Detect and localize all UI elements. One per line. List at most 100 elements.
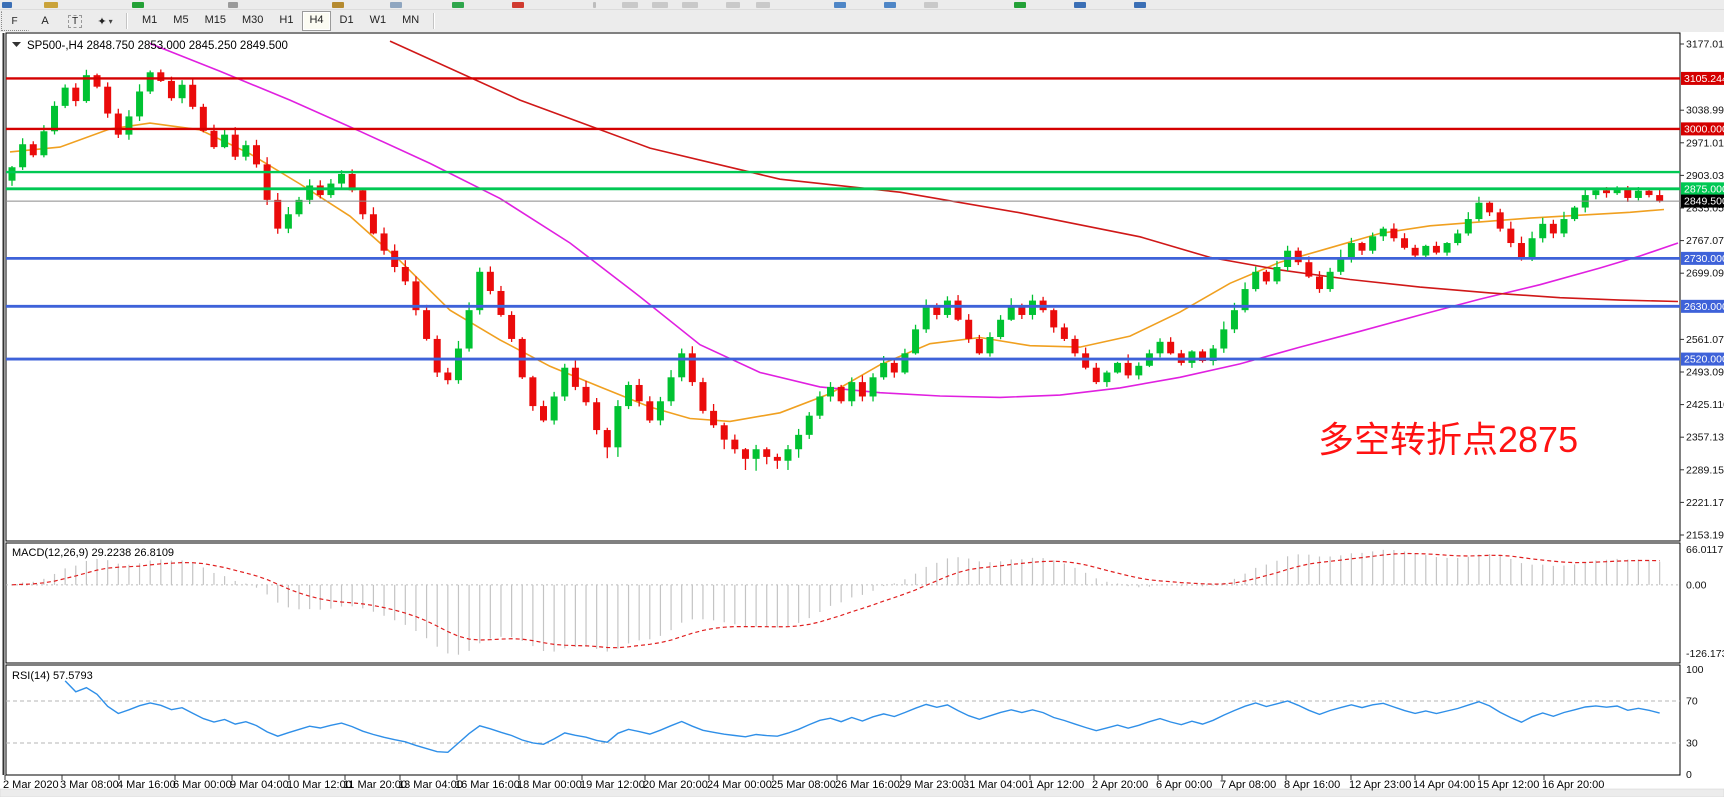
candle-body (284, 214, 292, 229)
clipped-toolbar-icon (132, 2, 144, 8)
timeframe-button-w1[interactable]: W1 (369, 14, 387, 26)
text-tool-button[interactable]: A (41, 15, 49, 27)
time-axis-label[interactable]: 26 Mar 16:00 (835, 779, 900, 791)
candle-body (1443, 243, 1451, 253)
time-axis-label[interactable]: 25 Mar 08:00 (771, 779, 836, 791)
candle-body (1592, 190, 1600, 196)
time-axis-label[interactable]: 18 Mar 00:00 (517, 779, 582, 791)
arrow-tools-button[interactable]: ✦ ▾ (91, 11, 119, 31)
time-axis-label[interactable]: 7 Apr 08:00 (1220, 779, 1276, 791)
candle-body (773, 456, 781, 461)
candle-body (1422, 245, 1430, 256)
candle-body (986, 337, 994, 354)
hline-price-label: 2630.000 (1684, 301, 1724, 313)
clipped-toolbar-icon (622, 2, 638, 8)
candle-body (1411, 247, 1419, 256)
candle-body (1209, 348, 1217, 362)
timeframe-button-m15[interactable]: M15 (204, 14, 226, 26)
time-axis-label[interactable]: 16 Apr 20:00 (1542, 779, 1604, 791)
candle-body (720, 425, 728, 440)
candle-body (444, 372, 452, 381)
time-axis-label[interactable]: 19 Mar 12:00 (580, 779, 645, 791)
price-tick-label: 2971.010 (1686, 137, 1724, 149)
rsi-axis-label: 100 (1686, 664, 1704, 676)
candle-body (869, 377, 877, 397)
time-axis-label[interactable]: 16 Mar 16:00 (455, 779, 520, 791)
candle-body (975, 338, 983, 354)
candle-body (1401, 238, 1409, 248)
timeframe-button-m1[interactable]: M1 (142, 14, 158, 26)
candle-body (571, 367, 579, 387)
clipped-toolbar-icon (1134, 2, 1146, 8)
candle-body (954, 300, 962, 320)
text-label-tool-button[interactable]: T (61, 11, 89, 31)
time-axis-label[interactable]: 6 Apr 00:00 (1156, 779, 1212, 791)
clipped-toolbar-icon (2, 2, 12, 8)
fibonacci-tool-button[interactable]: F (1, 11, 29, 31)
candle-body (1560, 219, 1568, 234)
candle-body (1454, 233, 1462, 244)
candle-body (965, 319, 973, 339)
candle-body (858, 382, 866, 397)
candle-body (1305, 262, 1313, 277)
time-axis-label[interactable]: 8 Apr 16:00 (1284, 779, 1340, 791)
chart-collapse-icon[interactable] (12, 42, 21, 47)
time-axis-label[interactable]: 2 Mar 2020 (3, 779, 59, 791)
arrows-icon: ✦ (97, 15, 107, 28)
candle-body (29, 144, 37, 156)
time-axis-label[interactable]: 14 Apr 04:00 (1413, 779, 1475, 791)
candle-body (593, 402, 601, 431)
candle-body (231, 134, 239, 157)
candle-body (827, 386, 835, 397)
annotation-text[interactable]: 多空转折点2875 (1318, 419, 1578, 460)
time-axis-label[interactable]: 1 Apr 12:00 (1028, 779, 1084, 791)
timeframe-button-m5[interactable]: M5 (173, 14, 189, 26)
candle-body (306, 185, 314, 200)
hline-price-label-bg (1681, 122, 1724, 136)
candle-body (263, 164, 271, 200)
candle-body (114, 113, 122, 135)
timeframe-button-h1[interactable]: H1 (279, 14, 294, 26)
chart-title[interactable]: SP500-,H4 2848.750 2853.000 2845.250 284… (27, 40, 288, 52)
candle-body (901, 353, 909, 373)
hline-price-label-bg (1681, 251, 1724, 265)
candle-body (1135, 365, 1143, 376)
time-axis-label[interactable]: 31 Mar 04:00 (963, 779, 1028, 791)
time-axis-label[interactable]: 13 Mar 04:00 (398, 779, 463, 791)
time-axis-label[interactable]: 24 Mar 00:00 (707, 779, 772, 791)
candle-body (1432, 245, 1440, 253)
candle-body (1517, 243, 1525, 258)
candle-body (614, 406, 622, 448)
time-axis-label[interactable]: 4 Mar 16:00 (117, 779, 176, 791)
time-axis-label[interactable]: 15 Apr 12:00 (1477, 779, 1539, 791)
time-axis-label[interactable]: 3 Mar 08:00 (60, 779, 119, 791)
clipped-toolbar-icon (1074, 2, 1086, 8)
hline-price-label-bg (1681, 182, 1724, 196)
candle-body (40, 131, 48, 156)
candle-body (1549, 223, 1557, 234)
candle-body (508, 314, 516, 339)
time-axis-label[interactable]: 29 Mar 23:00 (899, 779, 964, 791)
time-axis-label[interactable]: 12 Apr 23:00 (1349, 779, 1411, 791)
time-axis-label[interactable]: 10 Mar 12:00 (287, 779, 352, 791)
candle-body (1092, 367, 1100, 383)
text-label-glyph: T (67, 14, 83, 28)
timeframe-button-h4[interactable]: H4 (302, 11, 331, 31)
candle-body (136, 91, 144, 117)
timeframe-button-d1[interactable]: D1 (339, 14, 354, 26)
candle-body (1114, 362, 1122, 373)
candle-body (550, 396, 558, 421)
timeframe-button-mn[interactable]: MN (402, 14, 420, 26)
candle-body (1230, 310, 1238, 330)
time-axis-label[interactable]: 6 Mar 00:00 (173, 779, 232, 791)
candle-body (274, 199, 282, 229)
candle-body (561, 367, 569, 397)
time-axis-label[interactable]: 9 Mar 04:00 (230, 779, 289, 791)
drawing-and-timeframe-toolbar: F A T ✦ ▾ M1 M5 M15 M30 H1 H4 D1 W1 MN (0, 10, 1724, 32)
time-axis-label[interactable]: 2 Apr 20:00 (1092, 779, 1148, 791)
time-axis-label[interactable]: 11 Mar 20:00 (343, 779, 407, 791)
timeframe-button-m30[interactable]: M30 (241, 14, 264, 26)
clipped-toolbar-icon (726, 2, 740, 8)
time-axis-label[interactable]: 20 Mar 20:00 (643, 779, 708, 791)
